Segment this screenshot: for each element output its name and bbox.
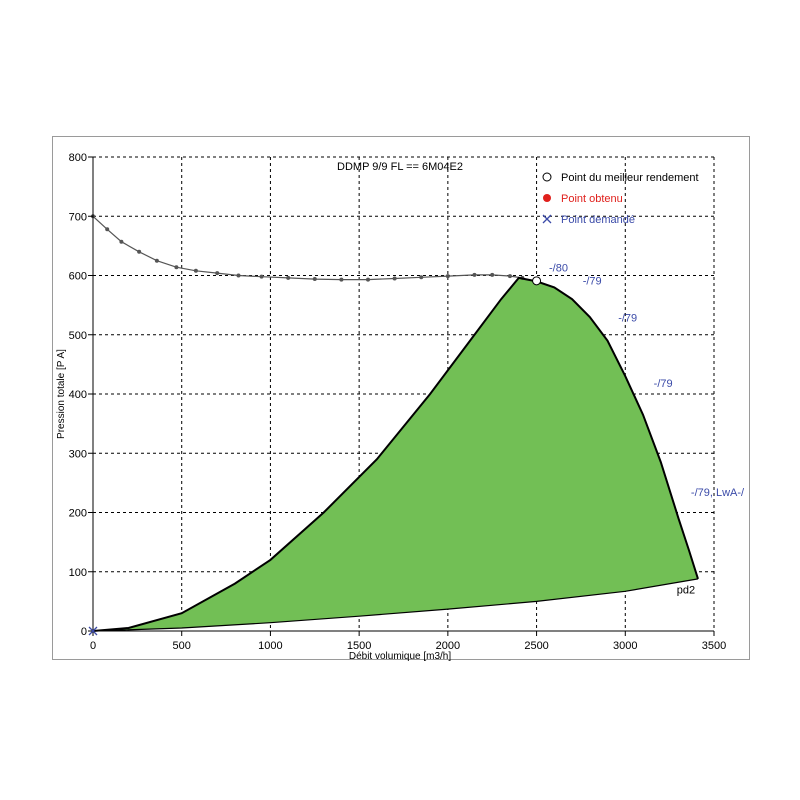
x-tick-label: 3500 [702, 640, 726, 652]
best-efficiency-point [532, 276, 542, 286]
x-tick-label: 1500 [347, 640, 371, 652]
pressure-curve-point [236, 273, 241, 278]
y-tick-label: 700 [69, 211, 87, 223]
pressure-curve-point [392, 276, 397, 281]
pressure-curve-point [119, 239, 124, 244]
requested-point [88, 626, 98, 636]
annotation-label: -/79 [583, 275, 602, 287]
pressure-curve-point [419, 275, 424, 280]
pressure-curve-point [312, 277, 317, 282]
legend-label: Point obtenu [561, 193, 623, 205]
x-tick-label: 3000 [613, 640, 637, 652]
annotation-label: -/79 [654, 378, 673, 390]
series-pressure-curve [92, 215, 523, 281]
y-tick-label: 400 [69, 389, 87, 401]
annotation-label: -/79, LwA-/ [691, 487, 745, 499]
y-tick-label: 800 [69, 152, 87, 164]
y-tick-label: 300 [69, 448, 87, 460]
pressure-curve-point [507, 274, 512, 279]
pressure-curve-point [215, 271, 220, 276]
operating-area-fill [93, 277, 698, 631]
chart-title: DDMP 9/9 FL == 6M04E2 [337, 161, 463, 173]
y-tick-label: 600 [69, 271, 87, 283]
pressure-curve-point [174, 265, 179, 270]
pressure-curve-point [154, 258, 159, 263]
x-tick-label: 2500 [524, 640, 548, 652]
annotation-label: -/79 [618, 313, 637, 325]
legend-label: Point demandé [561, 214, 635, 226]
annotation-label: pd2 [677, 585, 695, 597]
legend: Point du meilleur rendement Point obtenu P… [542, 172, 699, 226]
pressure-curve-point [490, 272, 495, 277]
pressure-curve-point [445, 274, 450, 279]
pressure-curve-point [472, 272, 477, 277]
x-axis-label: Débit volumique [m3/h] [349, 651, 451, 662]
y-tick-label: 200 [69, 508, 87, 520]
y-tick-label: 100 [69, 567, 87, 579]
y-tick-label: 500 [69, 330, 87, 342]
pressure-curve-point [105, 227, 110, 232]
x-tick-label: 0 [90, 640, 96, 652]
legend-marker [542, 172, 552, 182]
x-tick-label: 1000 [258, 640, 282, 652]
y-axis-label: Pression totale [P A] [56, 349, 67, 439]
x-tick-label: 2000 [436, 640, 460, 652]
marks: -/80 -/79 -/79 -/79 -/79, LwA-/ pd2 [88, 262, 745, 636]
pressure-curve-point [286, 275, 291, 280]
operating-area [93, 277, 698, 631]
series-operating-area-upper [92, 276, 699, 632]
axes: 0 500 1000 1500 2000 2500 3000 3500 0 100 200 300 40… [69, 152, 727, 652]
pressure-curve-point [137, 249, 142, 254]
legend-marker [543, 194, 551, 202]
y-tick-label: 0 [81, 626, 87, 638]
x-tick-label: 500 [173, 640, 191, 652]
annotation-label: -/80 [549, 262, 568, 274]
series-operating-area-lower [92, 578, 699, 632]
pressure-curve-point [339, 277, 344, 282]
pressure-curve-point [193, 268, 198, 273]
legend-marker [542, 214, 552, 224]
legend-label: Point du meilleur rendement [561, 172, 699, 184]
pressure-curve-point [366, 277, 371, 282]
curves [91, 214, 699, 632]
pressure-curve-point [259, 274, 264, 279]
